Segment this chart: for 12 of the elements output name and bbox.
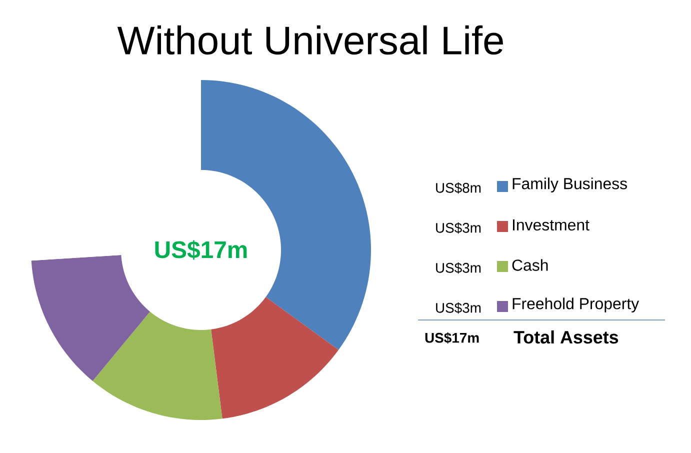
data-label: US$8m (436, 182, 481, 194)
text: US$17m (425, 332, 479, 344)
legend-label: Freehold Property (512, 298, 640, 312)
text: Total Assets (514, 330, 618, 344)
text: US$17m (155, 240, 247, 260)
data-label: US$3m (436, 302, 481, 314)
data-label: US$3m (436, 262, 481, 274)
legend-label: Family Business (512, 178, 627, 192)
legend-label: Cash (512, 259, 548, 271)
data-label: US$3m (436, 222, 481, 234)
legend-label: Investment (512, 219, 590, 231)
chart-title: Without Universal Life (117, 25, 503, 55)
